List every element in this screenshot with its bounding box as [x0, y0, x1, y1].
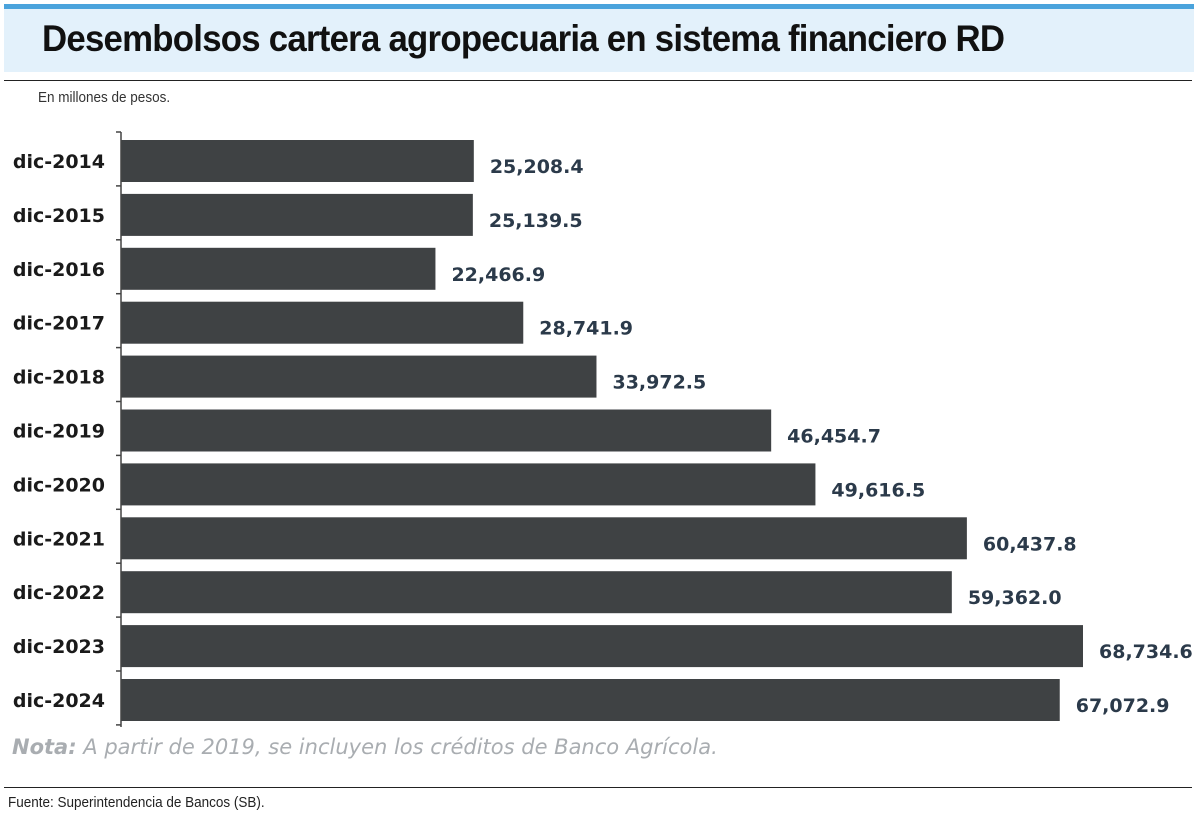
bar-dic-2023 [121, 625, 1083, 668]
value-label: 25,208.4 [490, 156, 584, 178]
category-label: dic-2020 [13, 474, 105, 496]
value-label: 46,454.7 [787, 426, 881, 448]
bar-dic-2017 [121, 301, 524, 344]
value-label: 25,139.5 [489, 210, 583, 232]
value-label: 33,972.5 [612, 372, 706, 394]
note-label: Nota: [12, 735, 77, 759]
source-text: Fuente: Superintendencia de Bancos (SB). [8, 794, 265, 811]
value-label: 68,734.6 [1099, 641, 1193, 663]
value-label: 60,437.8 [983, 533, 1077, 555]
footer-divider [4, 787, 1192, 788]
value-label: 67,072.9 [1076, 695, 1170, 717]
bar-dic-2021 [121, 517, 967, 560]
category-label: dic-2016 [13, 259, 105, 281]
bar-dic-2019 [121, 409, 772, 452]
chart-title: Desembolsos cartera agropecuaria en sist… [42, 18, 1005, 59]
value-label: 49,616.5 [831, 479, 925, 501]
bar-dic-2024 [121, 679, 1060, 721]
chart-subtitle: En millones de pesos. [38, 89, 171, 106]
chart-note: Nota: A partir de 2019, se incluyen los … [12, 735, 718, 759]
category-label: dic-2017 [13, 313, 105, 335]
category-label: dic-2015 [13, 205, 105, 227]
category-label: dic-2014 [13, 151, 105, 173]
bar-dic-2015 [121, 193, 473, 236]
value-label: 28,741.9 [539, 318, 633, 340]
bar-dic-2018 [121, 355, 597, 398]
category-label: dic-2024 [13, 690, 105, 712]
value-label: 22,466.9 [451, 264, 545, 286]
category-label: dic-2021 [13, 528, 105, 550]
category-label: dic-2023 [13, 636, 105, 658]
title-divider [4, 80, 1192, 81]
value-label: 59,362.0 [968, 587, 1062, 609]
bar-dic-2016 [121, 247, 436, 290]
note-text: A partir de 2019, se incluyen los crédit… [76, 735, 718, 759]
title-band: Desembolsos cartera agropecuaria en sist… [4, 4, 1194, 72]
category-label: dic-2018 [13, 367, 105, 389]
bar-dic-2014 [121, 140, 474, 182]
bar-dic-2020 [121, 463, 816, 506]
category-label: dic-2022 [13, 582, 105, 604]
category-label: dic-2019 [13, 421, 105, 443]
bar-dic-2022 [121, 571, 952, 614]
